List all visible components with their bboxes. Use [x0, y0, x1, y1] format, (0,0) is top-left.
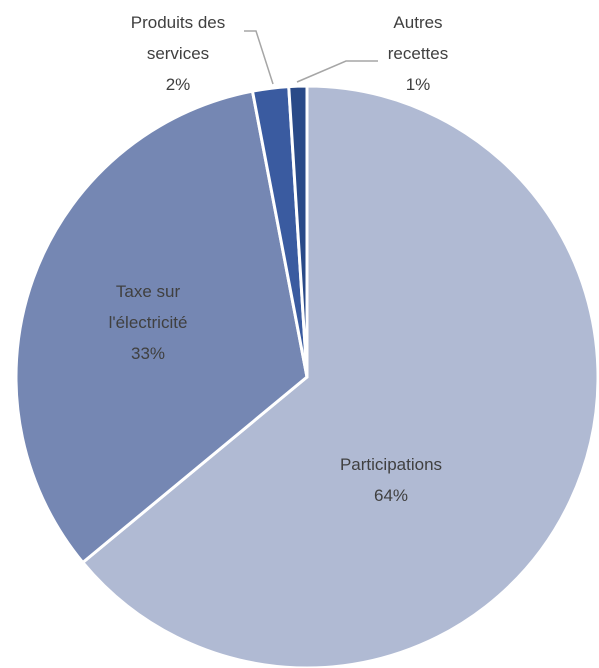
pie-slices — [14, 84, 599, 668]
slice-label-1: Taxe sur l'électricité 33% — [109, 282, 188, 363]
slice-category-2: Produits des — [131, 13, 226, 32]
slice-category-3: Autres — [393, 13, 442, 32]
slice-percent-3: 1% — [406, 75, 431, 94]
leader-line-3 — [296, 60, 378, 83]
slice-category-0: Participations — [340, 455, 442, 474]
pie-labels: Participations 64% Taxe sur l'électricité 33… — [109, 13, 449, 505]
slice-label-3: Autres recettes 1% — [388, 13, 448, 94]
leader-line-2 — [244, 30, 274, 85]
slice-percent-2: 2% — [166, 75, 191, 94]
slice-category-2: services — [147, 44, 209, 63]
slice-label-2: Produits des services 2% — [131, 13, 226, 94]
slice-category-3: recettes — [388, 44, 448, 63]
slice-percent-1: 33% — [131, 344, 165, 363]
pie-slice-1 — [14, 89, 309, 564]
pie-slice-3 — [287, 84, 309, 379]
slice-category-1: Taxe sur — [116, 282, 181, 301]
pie-slice-0 — [81, 84, 599, 668]
slice-category-1: l'électricité — [109, 313, 188, 332]
slice-label-0: Participations 64% — [340, 455, 442, 505]
leader-lines — [244, 30, 378, 85]
slice-percent-0: 64% — [374, 486, 408, 505]
